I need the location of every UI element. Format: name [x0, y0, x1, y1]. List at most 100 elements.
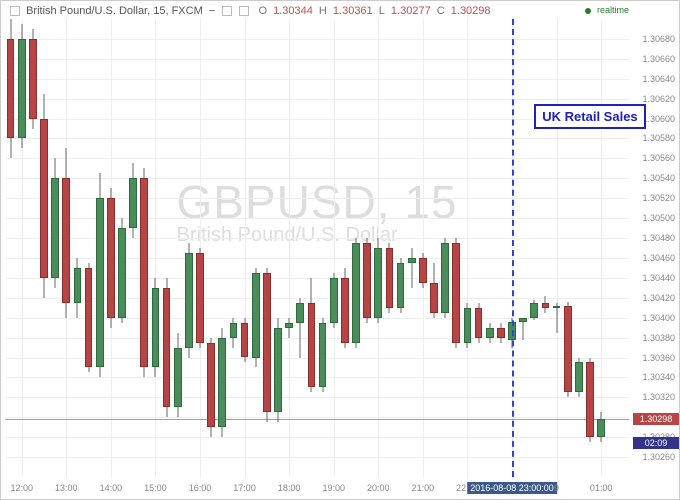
x-gridline	[155, 19, 156, 477]
candle-body	[352, 243, 360, 343]
watermark-symbol: GBPUSD, 15	[177, 175, 458, 229]
candle-body	[252, 273, 260, 358]
plot-area[interactable]: GBPUSD, 15 British Pound/U.S. Dollar UK …	[5, 19, 629, 477]
expand-icon[interactable]	[10, 6, 20, 16]
candle	[107, 188, 115, 327]
chart-container: British Pound/U.S. Dollar, 15, FXCM − O …	[0, 0, 680, 500]
candle-body	[452, 243, 460, 343]
ohlc-c-val: 1.30298	[451, 5, 491, 17]
candle	[274, 318, 282, 423]
candle	[230, 318, 238, 348]
compare-icon[interactable]	[239, 6, 249, 16]
candle-body	[419, 258, 427, 283]
candle	[497, 323, 505, 343]
candle-body	[408, 258, 416, 263]
x-tick-label: 19:00	[322, 483, 345, 493]
candle	[263, 268, 271, 422]
y-tick-label: 1.30420	[642, 293, 675, 303]
candle	[7, 19, 15, 158]
candle-body	[519, 318, 527, 322]
candle-body	[129, 178, 137, 228]
y-gridline	[5, 158, 629, 159]
y-tick-label: 1.30640	[642, 74, 675, 84]
realtime-badge: realtime	[585, 5, 629, 15]
candle	[464, 303, 472, 348]
candle	[564, 302, 572, 398]
candle-body	[174, 348, 182, 408]
candle-body	[475, 308, 483, 338]
candle-body	[140, 178, 148, 367]
chart-title: British Pound/U.S. Dollar, 15, FXCM	[26, 5, 203, 17]
candle	[352, 238, 360, 348]
y-tick-label: 1.30480	[642, 233, 675, 243]
candle	[319, 318, 327, 393]
x-gridline	[601, 19, 602, 477]
x-gridline	[245, 19, 246, 477]
candle-body	[285, 323, 293, 328]
candle	[363, 238, 371, 323]
dash: −	[209, 5, 215, 17]
x-gridline	[289, 19, 290, 477]
candle	[330, 273, 338, 328]
ohlc-c-label: C	[437, 5, 445, 17]
candle-body	[263, 273, 271, 412]
candle	[575, 358, 583, 398]
settings-icon[interactable]	[222, 6, 232, 16]
candle-body	[241, 323, 249, 358]
candle-body	[18, 39, 26, 139]
candle-body	[40, 119, 48, 278]
candle	[530, 300, 538, 320]
candle-body	[441, 243, 449, 313]
candle	[163, 278, 171, 417]
x-tick-label: 21:00	[412, 483, 435, 493]
candle-body	[85, 268, 93, 368]
candle	[597, 412, 605, 442]
candle-body	[185, 253, 193, 348]
candle-body	[7, 39, 15, 139]
ohlc-l-label: L	[379, 5, 385, 17]
x-tick-label: 20:00	[367, 483, 390, 493]
x-gridline	[423, 19, 424, 477]
y-gridline	[5, 138, 629, 139]
candle-body	[430, 283, 438, 313]
x-gridline	[467, 19, 468, 477]
x-tick-label: 13:00	[55, 483, 78, 493]
ohlc-h-val: 1.30361	[333, 5, 373, 17]
candle	[285, 318, 293, 338]
candle-body	[374, 248, 382, 318]
y-gridline	[5, 457, 629, 458]
candle-body	[530, 303, 538, 318]
candle	[408, 248, 416, 288]
event-vline	[512, 19, 514, 477]
candle-body	[553, 306, 561, 308]
y-tick-label: 1.30440	[642, 273, 675, 283]
candle-body	[152, 288, 160, 368]
x-axis[interactable]: 12:0013:0014:0015:0016:0017:0018:0019:00…	[5, 477, 629, 499]
annotation-label: UK Retail Sales	[534, 104, 645, 129]
candle	[218, 328, 226, 438]
y-gridline	[5, 437, 629, 438]
candle-body	[207, 343, 215, 428]
y-gridline	[5, 99, 629, 100]
candle-body	[597, 419, 605, 437]
candle-body	[397, 263, 405, 308]
candle-body	[341, 278, 349, 343]
candle-body	[497, 328, 505, 338]
y-gridline	[5, 59, 629, 60]
y-gridline	[5, 377, 629, 378]
y-gridline	[5, 397, 629, 398]
candle-body	[575, 362, 583, 392]
candle	[452, 238, 460, 348]
candle	[341, 268, 349, 348]
y-tick-label: 1.30340	[642, 372, 675, 382]
y-tick-label: 1.30460	[642, 253, 675, 263]
candle-body	[218, 338, 226, 428]
y-axis[interactable]: 1.302601.302801.303001.303201.303401.303…	[629, 19, 679, 477]
ohlc-h-label: H	[319, 5, 327, 17]
candle	[308, 278, 316, 393]
x-tick-label-highlight: 2016-08-08 23:00:00	[467, 482, 557, 494]
x-gridline	[334, 19, 335, 477]
candle-body	[564, 306, 572, 393]
candle	[96, 173, 104, 377]
price-line	[5, 419, 629, 420]
